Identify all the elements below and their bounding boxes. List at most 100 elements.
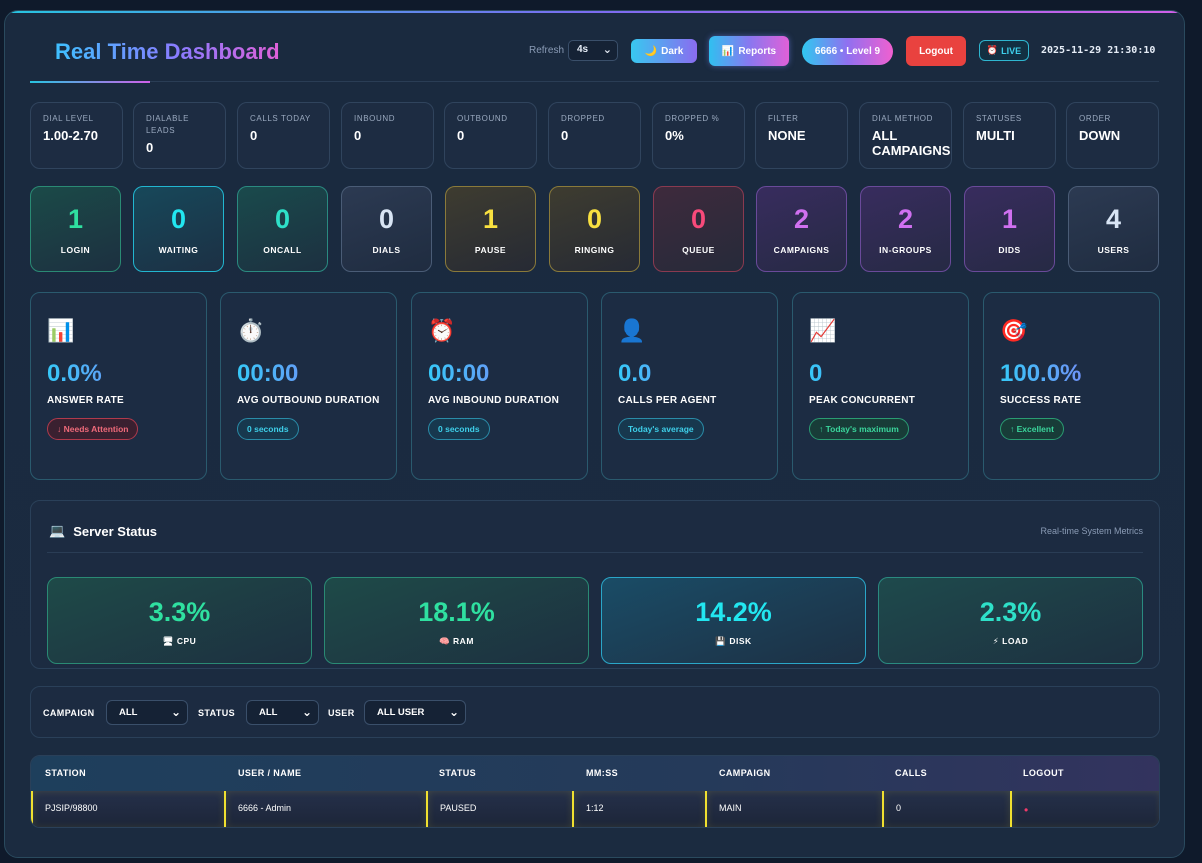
alarm-icon: ⏰ bbox=[986, 45, 999, 55]
info-filter: FILTER NONE bbox=[755, 102, 848, 169]
user-filter-select[interactable]: ALL USER ⌄ bbox=[364, 700, 466, 725]
info-order: ORDER DOWN bbox=[1066, 102, 1159, 169]
metric-label: 🧠 RAM bbox=[325, 636, 588, 647]
tile-campaigns[interactable]: 2 CAMPAIGNS bbox=[756, 186, 847, 272]
chevron-down-icon: ⌄ bbox=[602, 44, 612, 56]
kpi-value: 0 bbox=[809, 359, 952, 389]
stopwatch-icon: ⏱️ bbox=[237, 318, 265, 343]
tile-value: 2 bbox=[897, 204, 914, 234]
refresh-select[interactable]: 4s ⌄ bbox=[568, 40, 618, 61]
monitor-icon: 🖥 bbox=[162, 636, 174, 646]
tile-in-groups[interactable]: 2 IN-GROUPS bbox=[860, 186, 951, 272]
column-header: CAMPAIGN bbox=[719, 768, 771, 778]
moon-icon: 🌙 bbox=[644, 45, 658, 57]
info-label: DIALABLE LEADS bbox=[146, 114, 190, 135]
live-label: LIVE bbox=[1001, 45, 1022, 56]
campaign-filter-select[interactable]: ALL ⌄ bbox=[106, 700, 188, 725]
metric-name: RAM bbox=[453, 636, 474, 646]
cell-campaign: MAIN bbox=[705, 791, 882, 827]
tile-label: QUEUE bbox=[682, 245, 715, 255]
info-value: 0 bbox=[146, 140, 154, 155]
kpi-answer-rate: 📊 0.0% ANSWER RATE ↓ Needs Attention bbox=[30, 292, 207, 480]
cell-calls: 0 bbox=[882, 791, 1010, 827]
column-header: STATUS bbox=[439, 768, 477, 778]
kpi-label: PEAK CONCURRENT bbox=[809, 395, 916, 406]
metric-ram: 18.1% 🧠 RAM bbox=[324, 577, 589, 664]
info-label: DIAL LEVEL bbox=[43, 114, 94, 123]
table-row[interactable]: PJSIP/98800 6666 - Admin PAUSED 1:12 MAI… bbox=[31, 791, 1159, 827]
tile-label: CAMPAIGNS bbox=[773, 245, 830, 255]
tile-ringing[interactable]: 0 RINGING bbox=[549, 186, 640, 272]
target-icon: 🎯 bbox=[1000, 318, 1028, 343]
kpi-label: SUCCESS RATE bbox=[1000, 395, 1082, 406]
kpi-calls-per-agent: 👤 0.0 CALLS PER AGENT Today's average bbox=[601, 292, 778, 480]
info-label: FILTER bbox=[768, 114, 799, 123]
info-label: CALLS TODAY bbox=[250, 114, 311, 123]
info-dialable-leads: DIALABLE LEADS 0 bbox=[133, 102, 226, 169]
info-label: STATUSES bbox=[976, 114, 1022, 123]
dashboard-frame: Real Time Dashboard Refresh 4s ⌄ 🌙 Dark … bbox=[4, 10, 1185, 858]
cell-station: PJSIP/98800 bbox=[31, 791, 224, 827]
chart-icon: 📊 bbox=[721, 45, 735, 57]
kpi-avg-inbound: ⏰ 00:00 AVG INBOUND DURATION 0 seconds bbox=[411, 292, 588, 480]
tile-pause[interactable]: 1 PAUSE bbox=[445, 186, 536, 272]
info-value: 0 bbox=[354, 128, 362, 143]
server-status-subtitle: Real-time System Metrics bbox=[1040, 526, 1143, 536]
user-filter-value: ALL USER bbox=[377, 707, 425, 718]
info-value: 1.00-2.70 bbox=[43, 128, 98, 143]
tile-label: ONCALL bbox=[263, 245, 302, 255]
tile-label: WAITING bbox=[158, 245, 199, 255]
live-badge: ⏰ LIVE bbox=[979, 40, 1029, 61]
info-value: MULTI bbox=[976, 128, 1015, 143]
status-filter-select[interactable]: ALL ⌄ bbox=[246, 700, 319, 725]
tile-queue[interactable]: 0 QUEUE bbox=[653, 186, 744, 272]
brain-icon: 🧠 bbox=[439, 636, 451, 646]
info-label: INBOUND bbox=[354, 114, 396, 123]
kpi-peak-concurrent: 📈 0 PEAK CONCURRENT ↑ Today's maximum bbox=[792, 292, 969, 480]
status-filter-value: ALL bbox=[259, 707, 278, 718]
tile-login[interactable]: 1 LOGIN bbox=[30, 186, 121, 272]
info-value: 0 bbox=[457, 128, 465, 143]
campaign-filter-label: CAMPAIGN bbox=[43, 708, 95, 718]
info-label: DROPPED % bbox=[665, 114, 720, 123]
page-title: Real Time Dashboard bbox=[55, 39, 280, 64]
reports-button[interactable]: 📊 Reports bbox=[709, 36, 789, 66]
tile-users[interactable]: 4 USERS bbox=[1068, 186, 1159, 272]
table-header: STATION USER / NAME STATUS MM:SS CAMPAIG… bbox=[31, 756, 1159, 791]
server-status-label: Server Status bbox=[73, 523, 158, 539]
dark-mode-label: Dark bbox=[661, 45, 684, 57]
info-value: DOWN bbox=[1079, 128, 1121, 143]
metric-label: 💾 DISK bbox=[602, 636, 865, 647]
reports-label: Reports bbox=[738, 45, 777, 57]
user-badge-label: 6666 • Level 9 bbox=[814, 46, 881, 57]
server-divider bbox=[47, 552, 1143, 553]
kpi-label: AVG OUTBOUND DURATION bbox=[237, 395, 380, 406]
metric-load: 2.3% ⚡ LOAD bbox=[878, 577, 1143, 664]
kpi-label: CALLS PER AGENT bbox=[618, 395, 717, 406]
kpi-trend-badge: 0 seconds bbox=[428, 418, 490, 440]
column-header: CALLS bbox=[895, 768, 927, 778]
chevron-down-icon: ⌄ bbox=[170, 705, 181, 719]
metric-value: 18.1% bbox=[418, 597, 495, 627]
tile-value: 0 bbox=[378, 204, 395, 234]
logout-button[interactable]: Logout bbox=[906, 36, 966, 66]
info-value: 0 bbox=[250, 128, 258, 143]
tile-dids[interactable]: 1 DIDS bbox=[964, 186, 1055, 272]
kpi-value: 00:00 bbox=[428, 359, 571, 389]
kpi-value: 00:00 bbox=[237, 359, 380, 389]
info-outbound: OUTBOUND 0 bbox=[444, 102, 537, 169]
tile-waiting[interactable]: 0 WAITING bbox=[133, 186, 224, 272]
kpi-success-rate: 🎯 100.0% SUCCESS RATE ↑ Excellent bbox=[983, 292, 1160, 480]
cell-user: 6666 - Admin bbox=[224, 791, 426, 827]
cell-logout[interactable]: • bbox=[1010, 791, 1159, 827]
info-statuses: STATUSES MULTI bbox=[963, 102, 1056, 169]
dark-mode-button[interactable]: 🌙 Dark bbox=[631, 39, 697, 63]
metric-name: DISK bbox=[729, 636, 752, 646]
logout-dot-icon[interactable]: • bbox=[1024, 803, 1029, 817]
user-badge-button[interactable]: 6666 • Level 9 bbox=[802, 38, 893, 65]
tile-oncall[interactable]: 0 ONCALL bbox=[237, 186, 328, 272]
tile-value: 0 bbox=[586, 204, 603, 234]
kpi-avg-outbound: ⏱️ 00:00 AVG OUTBOUND DURATION 0 seconds bbox=[220, 292, 397, 480]
tile-dials[interactable]: 0 DIALS bbox=[341, 186, 432, 272]
tile-value: 1 bbox=[67, 204, 84, 234]
